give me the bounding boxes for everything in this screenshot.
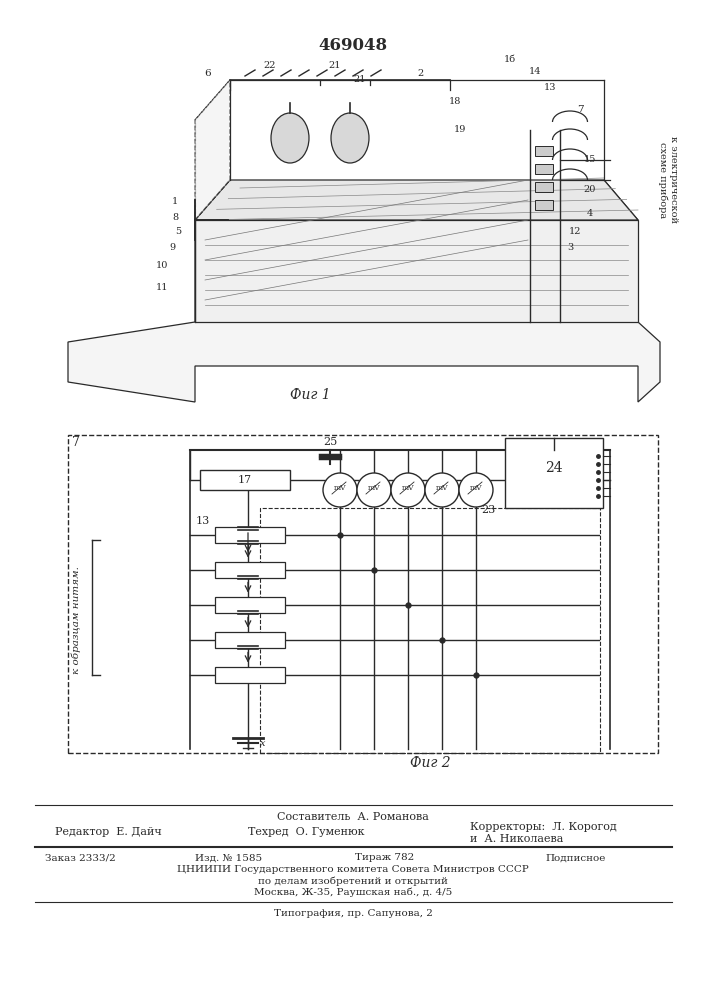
Circle shape bbox=[323, 473, 357, 507]
Text: 7: 7 bbox=[577, 105, 583, 114]
Bar bbox=[215, 632, 285, 648]
Text: 25: 25 bbox=[323, 437, 337, 447]
Text: 469048: 469048 bbox=[318, 36, 387, 53]
Text: 6: 6 bbox=[205, 68, 211, 78]
Bar bbox=[535, 146, 553, 156]
Ellipse shape bbox=[331, 113, 369, 163]
Bar bbox=[260, 508, 600, 753]
Text: Типография, пр. Сапунова, 2: Типография, пр. Сапунова, 2 bbox=[274, 908, 433, 918]
Text: к образцам нитям.: к образцам нитям. bbox=[71, 566, 81, 674]
Circle shape bbox=[425, 473, 459, 507]
Bar bbox=[200, 470, 290, 490]
Polygon shape bbox=[68, 322, 660, 402]
Text: 20: 20 bbox=[584, 186, 596, 194]
Text: 2: 2 bbox=[417, 70, 423, 79]
Text: к электрической
схеме прибора: к электрической схеме прибора bbox=[658, 136, 678, 224]
Text: 7: 7 bbox=[72, 436, 80, 450]
Text: 13: 13 bbox=[196, 516, 210, 526]
Text: 12: 12 bbox=[568, 228, 581, 236]
Text: Техред  О. Гуменюк: Техред О. Гуменюк bbox=[248, 827, 365, 837]
Text: 3: 3 bbox=[567, 243, 573, 252]
Text: 18: 18 bbox=[449, 98, 461, 106]
Polygon shape bbox=[195, 80, 230, 220]
Text: по делам изобретений и открытий: по делам изобретений и открытий bbox=[258, 876, 448, 886]
Text: Фиг 1: Фиг 1 bbox=[290, 388, 330, 402]
Text: 22: 22 bbox=[264, 60, 276, 70]
Text: 17: 17 bbox=[238, 475, 252, 485]
Polygon shape bbox=[195, 180, 638, 220]
Text: и  А. Николаева: и А. Николаева bbox=[470, 834, 563, 844]
Text: 23: 23 bbox=[481, 505, 495, 515]
Text: 5: 5 bbox=[175, 228, 181, 236]
Text: Подписное: Подписное bbox=[545, 854, 605, 862]
Text: 10: 10 bbox=[156, 260, 168, 269]
Bar bbox=[215, 527, 285, 543]
Bar bbox=[215, 667, 285, 683]
Text: Корректоры:  Л. Корогод: Корректоры: Л. Корогод bbox=[470, 822, 617, 832]
Text: ЦНИИПИ Государственного комитета Совета Министров СССР: ЦНИИПИ Государственного комитета Совета … bbox=[177, 865, 529, 874]
Text: 1: 1 bbox=[172, 198, 178, 207]
Text: 4: 4 bbox=[587, 210, 593, 219]
Text: 19: 19 bbox=[454, 125, 466, 134]
Ellipse shape bbox=[271, 113, 309, 163]
Polygon shape bbox=[195, 180, 230, 322]
Text: 21: 21 bbox=[329, 60, 341, 70]
Text: mV: mV bbox=[368, 484, 380, 492]
Text: 24: 24 bbox=[545, 461, 563, 475]
Text: Фиг 2: Фиг 2 bbox=[409, 756, 450, 770]
Circle shape bbox=[459, 473, 493, 507]
Circle shape bbox=[357, 473, 391, 507]
Bar bbox=[505, 438, 603, 508]
Bar bbox=[215, 562, 285, 578]
Text: x: x bbox=[260, 738, 266, 748]
Text: 8: 8 bbox=[172, 213, 178, 222]
Text: mV: mV bbox=[402, 484, 414, 492]
Text: Тираж 782: Тираж 782 bbox=[355, 854, 414, 862]
Text: mV: mV bbox=[436, 484, 448, 492]
Text: Изд. № 1585: Изд. № 1585 bbox=[195, 854, 262, 862]
Text: 13: 13 bbox=[544, 84, 556, 93]
Bar bbox=[68, 435, 658, 753]
Text: mV: mV bbox=[469, 484, 482, 492]
Text: 1б: 1б bbox=[504, 55, 516, 64]
Bar bbox=[535, 182, 553, 192]
Text: 9: 9 bbox=[169, 243, 175, 252]
Polygon shape bbox=[604, 180, 638, 322]
Text: Редактор  Е. Дайч: Редактор Е. Дайч bbox=[55, 827, 162, 837]
Bar bbox=[535, 164, 553, 174]
Text: mV: mV bbox=[334, 484, 346, 492]
Text: Заказ 2333/2: Заказ 2333/2 bbox=[45, 854, 116, 862]
Text: 11: 11 bbox=[156, 284, 168, 292]
Text: 21: 21 bbox=[354, 76, 366, 85]
Text: 15: 15 bbox=[584, 155, 596, 164]
Circle shape bbox=[391, 473, 425, 507]
Text: Москва, Ж-35, Раушская наб., д. 4/5: Москва, Ж-35, Раушская наб., д. 4/5 bbox=[254, 887, 452, 897]
Bar bbox=[215, 597, 285, 613]
Bar bbox=[535, 200, 553, 210]
Polygon shape bbox=[195, 220, 638, 322]
Text: Составитель  А. Романова: Составитель А. Романова bbox=[277, 812, 429, 822]
Text: 14: 14 bbox=[529, 68, 542, 77]
